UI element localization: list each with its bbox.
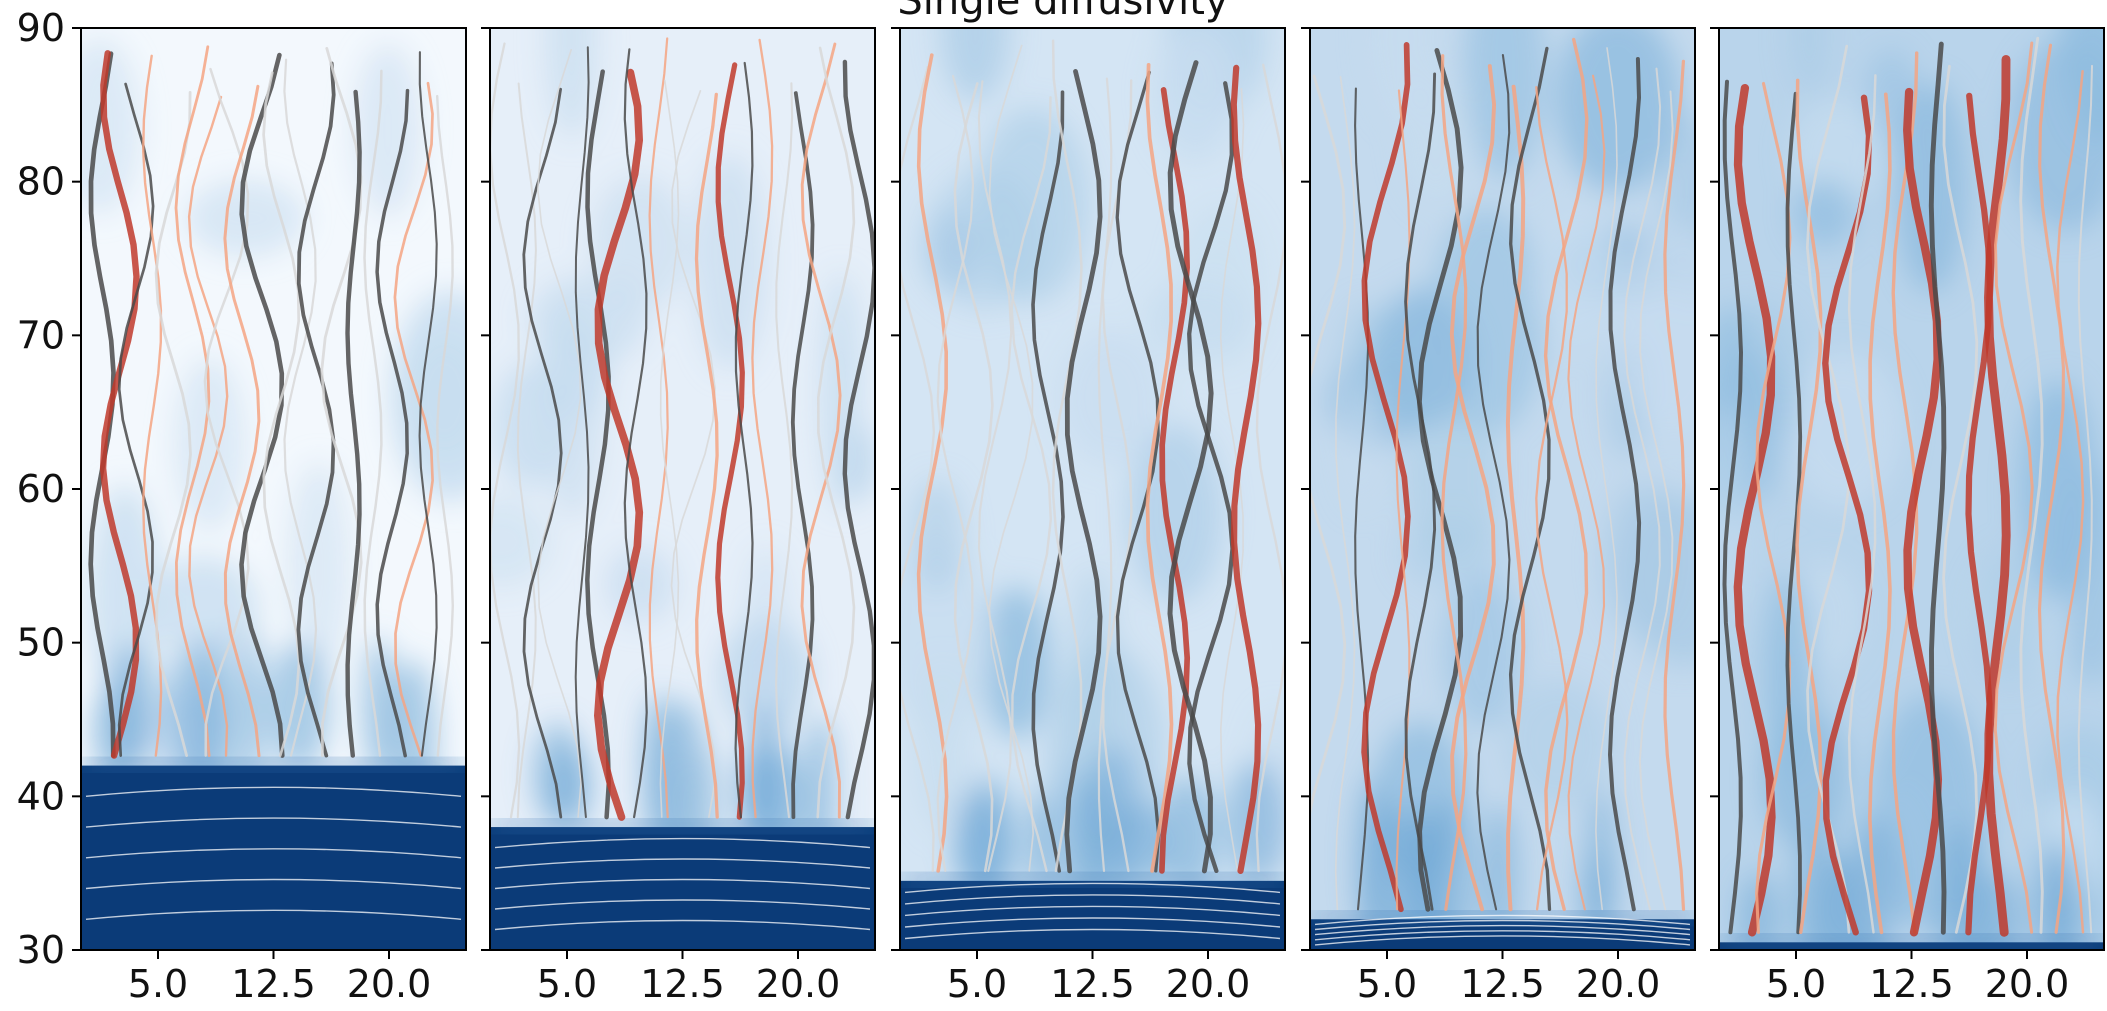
y-tick-label: 60 [17, 467, 65, 511]
y-tick-label: 50 [17, 621, 65, 665]
x-tick-label: 5.0 [947, 962, 1007, 1006]
panel-1: 5.0 12.5 20.0 [72, 27, 467, 1006]
x-tick-label: 5.0 [128, 962, 188, 1006]
panel-5: 5.0 12.5 20.0 [1710, 27, 2105, 1006]
y-tick-label: 70 [17, 313, 65, 357]
x-tick-label: 20.0 [347, 962, 432, 1006]
streamlines [900, 39, 1285, 874]
dense-layer [900, 880, 1285, 950]
x-tick-label: 12.5 [1050, 962, 1135, 1006]
dense-layer [490, 827, 875, 950]
y-tick-label: 80 [17, 160, 65, 204]
chart-title: Single diffusivity [897, 0, 1228, 24]
streamlines [490, 37, 875, 821]
x-tick-label: 12.5 [1869, 962, 1954, 1006]
y-axis: 30 40 50 60 70 80 90 [17, 6, 65, 972]
panels-group: 5.0 12.5 20.0 5.0 12.5 20.0 5.0 12.5 20.0 5.0 12.5… [72, 27, 2105, 1006]
dense-layer-streamlines [904, 882, 1281, 940]
x-tick-label: 20.0 [756, 962, 841, 1006]
x-tick-label: 12.5 [231, 962, 316, 1006]
panel-4: 5.0 12.5 20.0 [1301, 27, 1696, 1006]
panel-3: 5.0 12.5 20.0 [891, 27, 1286, 1006]
dense-layer-streamlines [494, 837, 871, 931]
dense-layer [81, 765, 466, 950]
mixing-field [1719, 28, 2104, 950]
x-tick-label: 20.0 [1166, 962, 1251, 1006]
x-tick-label: 12.5 [1460, 962, 1545, 1006]
dense-layer [1310, 919, 1695, 950]
x-tick-label: 20.0 [1985, 962, 2070, 1006]
x-tick-label: 5.0 [537, 962, 597, 1006]
x-tick-label: 20.0 [1576, 962, 1661, 1006]
y-tick-label: 30 [17, 928, 65, 972]
streamlines [1722, 36, 2093, 937]
x-tick-label: 12.5 [640, 962, 725, 1006]
y-tick-label: 90 [17, 6, 65, 50]
streamlines [1310, 37, 1686, 913]
x-tick-label: 5.0 [1357, 962, 1417, 1006]
y-tick-label: 40 [17, 774, 65, 818]
streamlines [88, 45, 455, 759]
panel-2: 5.0 12.5 20.0 [481, 27, 876, 1006]
dense-layer-streamlines [85, 786, 462, 920]
dense-layer-streamlines [1314, 914, 1691, 946]
x-tick-label: 5.0 [1766, 962, 1826, 1006]
